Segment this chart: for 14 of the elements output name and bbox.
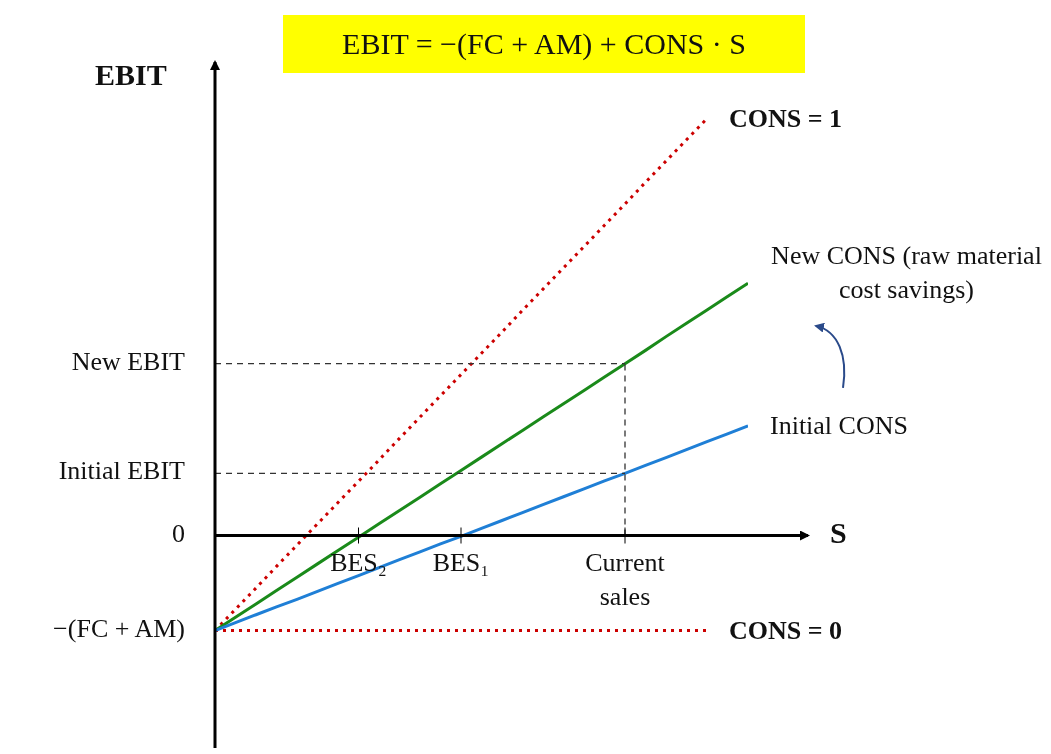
ref-line-label: New EBIT [71,346,185,377]
x-tick-label: Current sales [584,546,666,613]
series-label: Initial CONS [770,409,908,442]
y-axis-title: EBIT [95,58,167,92]
text: −(FC + AM) [53,613,185,644]
series-label: CONS = 0 [729,614,843,647]
series-label: New CONS (raw material cost savings) [770,240,1043,307]
x-tick-label: BES₂ [329,546,388,579]
x-tick-label: BES₁ [431,546,491,579]
text: 0 [172,518,185,549]
ref-line-label: Initial EBIT [58,456,185,487]
series-label: CONS = 1 [729,102,843,135]
x-axis-title: S [830,515,847,550]
chart-title: EBIT = −(FC + AM) + CONS · S [283,15,805,73]
